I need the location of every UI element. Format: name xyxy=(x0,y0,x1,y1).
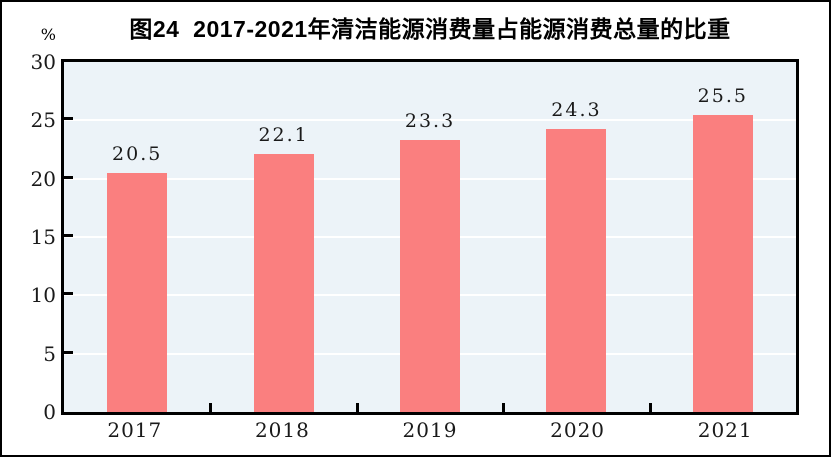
x-axis-tick-mark xyxy=(648,403,652,412)
bar-value-label: 23.3 xyxy=(404,110,456,133)
y-tick-label: 0 xyxy=(43,400,56,424)
bar-category-cell: 20.5 xyxy=(64,62,210,412)
y-axis-tick-mark xyxy=(64,292,73,296)
y-axis-tick-mark xyxy=(64,350,73,354)
x-axis-labels: 2017 2018 2019 2020 2021 xyxy=(61,418,799,442)
bar xyxy=(253,154,314,412)
x-axis-tick-mark xyxy=(355,403,359,412)
x-tick-label: 2017 xyxy=(107,418,163,442)
plot-inner: 20.5 22.1 23.3 24.3 25.5 xyxy=(64,62,796,412)
bar-value-label: 25.5 xyxy=(697,84,748,107)
bar-category-cell: 23.3 xyxy=(357,62,503,412)
y-tick-label: 15 xyxy=(30,225,56,249)
x-tick-label: 2021 xyxy=(697,418,753,442)
y-tick-label: 25 xyxy=(30,108,56,133)
bars-row: 20.5 22.1 23.3 24.3 25.5 xyxy=(64,62,796,412)
grid-line xyxy=(64,119,796,122)
bar-value-label: 20.5 xyxy=(112,142,163,165)
x-tick-label: 2018 xyxy=(254,418,310,442)
plot-area: 20.5 22.1 23.3 24.3 25.5 xyxy=(61,59,799,415)
x-axis-tick-mark xyxy=(502,403,506,412)
x-tick-label: 2019 xyxy=(402,418,458,442)
y-axis-tick-mark xyxy=(64,234,73,237)
x-axis-tick-mark xyxy=(209,403,213,412)
bar-category-cell: 24.3 xyxy=(503,62,649,412)
bar-category-cell: 22.1 xyxy=(210,62,356,412)
chart-title: 图24 2017-2021年清洁能源消费量占能源消费总量的比重 xyxy=(129,16,731,42)
y-tick-label: 5 xyxy=(43,341,56,366)
bar xyxy=(692,114,753,412)
bar-category-cell: 25.5 xyxy=(650,62,796,412)
y-axis-tick-mark xyxy=(64,117,73,121)
bar xyxy=(400,140,461,412)
bar xyxy=(107,172,168,412)
bar xyxy=(546,128,607,412)
bar-value-label: 24.3 xyxy=(551,98,602,121)
y-tick-label: 10 xyxy=(30,283,56,308)
y-axis-tick-mark xyxy=(64,175,73,179)
y-axis-unit-label: % xyxy=(40,25,56,44)
x-tick-label: 2020 xyxy=(550,418,606,442)
y-tick-label: 30 xyxy=(30,50,56,74)
bar-value-label: 22.1 xyxy=(258,124,309,147)
y-tick-label: 20 xyxy=(30,166,56,191)
